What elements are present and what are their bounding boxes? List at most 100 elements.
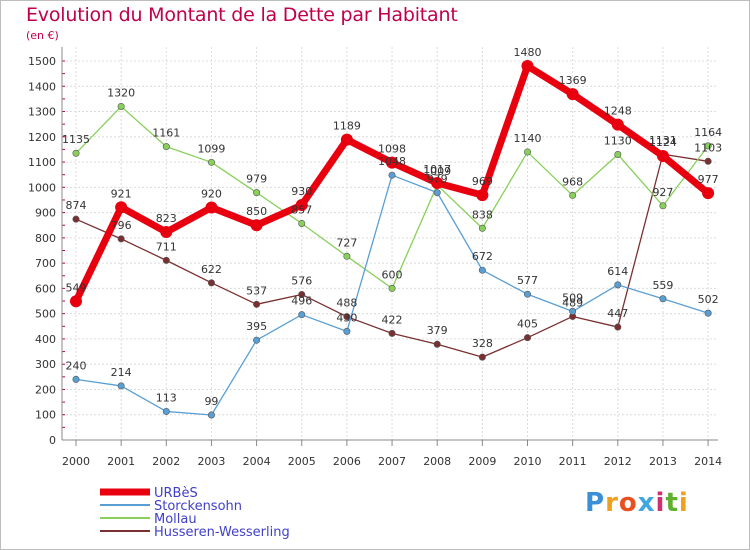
data-label: 838 <box>472 208 493 221</box>
data-point <box>659 202 667 210</box>
data-point <box>207 411 215 419</box>
data-point <box>431 177 444 190</box>
chart-title: Evolution du Montant de la Dette par Hab… <box>26 4 458 26</box>
y-tick-label: 1500 <box>28 55 56 68</box>
data-point <box>162 256 170 264</box>
data-label: 968 <box>562 175 583 188</box>
legend-label: URBèS <box>154 486 198 501</box>
y-tick-label: 1100 <box>28 156 56 169</box>
legend-label: Storckensohn <box>154 499 242 514</box>
data-point <box>388 284 396 292</box>
data-label: 509 <box>562 291 583 304</box>
data-point <box>566 88 579 101</box>
data-point <box>250 219 263 232</box>
data-label: 977 <box>698 173 719 186</box>
data-point <box>659 295 667 303</box>
data-label: 920 <box>201 188 222 201</box>
data-label: 1131 <box>649 134 677 147</box>
series-0 <box>70 60 715 308</box>
data-label: 930 <box>291 185 312 198</box>
data-point <box>117 235 125 243</box>
data-point <box>478 224 486 232</box>
logo-letter: i <box>655 488 666 518</box>
y-tick-label: 0 <box>49 434 56 447</box>
x-tick-label: 2006 <box>333 455 361 468</box>
data-point <box>207 279 215 287</box>
data-point <box>388 171 396 179</box>
data-point <box>253 300 261 308</box>
data-label: 1048 <box>378 155 406 168</box>
data-label: 537 <box>246 284 267 297</box>
data-label: 379 <box>427 324 448 337</box>
data-label: 1248 <box>604 105 632 118</box>
data-label: 969 <box>472 175 493 188</box>
series-3 <box>72 150 712 361</box>
data-label: 1161 <box>152 127 180 140</box>
data-point <box>253 336 261 344</box>
y-tick-label: 700 <box>35 257 56 270</box>
data-point <box>569 307 577 315</box>
data-point <box>117 102 125 110</box>
logo-letter: o <box>618 488 638 518</box>
data-point <box>569 191 577 199</box>
series-group <box>70 60 715 419</box>
data-label: 622 <box>201 263 222 276</box>
data-label: 447 <box>607 307 628 320</box>
data-label: 240 <box>66 359 87 372</box>
data-label: 921 <box>111 187 132 200</box>
data-label: 796 <box>111 219 132 232</box>
data-label: 1017 <box>423 163 451 176</box>
data-label: 1130 <box>604 134 632 147</box>
y-tick-label: 1000 <box>28 181 56 194</box>
data-label: 600 <box>382 268 403 281</box>
x-tick-label: 2013 <box>649 455 677 468</box>
x-tick-label: 2011 <box>559 455 587 468</box>
x-tick-label: 2001 <box>107 455 135 468</box>
data-point <box>523 290 531 298</box>
data-point <box>614 150 622 158</box>
data-point <box>656 150 669 163</box>
data-point <box>478 266 486 274</box>
data-label: 672 <box>472 250 493 263</box>
data-point <box>388 329 396 337</box>
data-point <box>523 334 531 342</box>
data-label: 874 <box>66 199 87 212</box>
data-label: 549 <box>66 281 87 294</box>
y-tick-label: 1200 <box>28 131 56 144</box>
data-label: 422 <box>382 313 403 326</box>
x-tick-label: 2007 <box>378 455 406 468</box>
data-point <box>117 382 125 390</box>
data-point <box>478 353 486 361</box>
data-label: 577 <box>517 274 538 287</box>
data-point <box>72 149 80 157</box>
data-label: 979 <box>427 173 448 186</box>
data-label: 405 <box>517 318 538 331</box>
data-point <box>702 187 715 200</box>
data-label: 328 <box>472 337 493 350</box>
logo-letter: i <box>678 488 689 518</box>
data-point <box>298 219 306 227</box>
data-point <box>433 340 441 348</box>
data-label: 502 <box>698 293 719 306</box>
data-label: 113 <box>156 391 177 404</box>
x-tick-label: 2012 <box>604 455 632 468</box>
data-label: 1189 <box>333 120 361 133</box>
data-point <box>343 313 351 321</box>
data-label: 727 <box>336 236 357 249</box>
y-tick-label: 500 <box>35 308 56 321</box>
data-label: 614 <box>607 265 628 278</box>
data-point <box>70 295 82 308</box>
legend-label: Mollau <box>154 512 197 527</box>
axes: 0 100 200 300 400 500 600 700 800 900 1000 1100 1200… <box>28 47 722 468</box>
data-point <box>207 158 215 166</box>
y-tick-label: 900 <box>35 207 56 220</box>
data-point <box>343 327 351 335</box>
y-tick-label: 1400 <box>28 80 56 93</box>
data-point <box>704 157 712 165</box>
y-tick-label: 400 <box>35 333 56 346</box>
y-tick-label: 200 <box>35 383 56 396</box>
data-point <box>433 189 441 197</box>
data-point <box>295 199 308 212</box>
x-tick-label: 2000 <box>62 455 90 468</box>
data-point <box>205 201 218 214</box>
